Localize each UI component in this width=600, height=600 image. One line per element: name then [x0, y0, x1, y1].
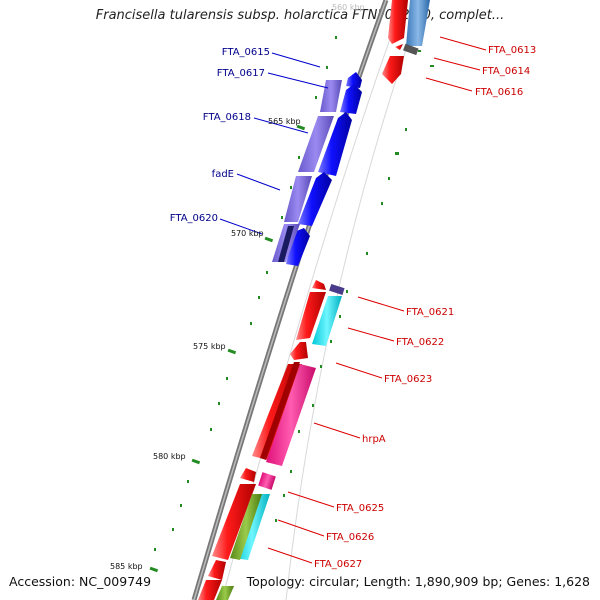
label-fta-0615: FTA_0615 [222, 47, 270, 58]
gene-fta-0620[interactable] [286, 228, 310, 266]
gene-fta-0614[interactable] [403, 43, 419, 56]
gene-labels-minus: FTA_0615 FTA_0617 FTA_0618 fadE FTA_0620 [170, 47, 270, 224]
tick-dots-right [275, 50, 434, 522]
label-fade: fadE [212, 169, 234, 180]
label-fta-0623: FTA_0623 [384, 374, 432, 385]
tick-label-570: 570 kbp [231, 229, 264, 238]
gene-bottom-olive[interactable] [216, 586, 234, 600]
tick-label-580: 580 kbp [153, 452, 186, 461]
label-fta-0627: FTA_0627 [314, 559, 362, 570]
label-hrpa: hrpA [362, 434, 386, 445]
gene-fta-0618-strip[interactable] [298, 116, 334, 172]
tick-labels: 560 kbp 565 kbp 570 kbp 575 kbp 580 kbp … [110, 3, 365, 571]
label-fta-0616: FTA_0616 [475, 87, 523, 98]
tick-label-560: 560 kbp [332, 3, 365, 12]
gene-fta-0626[interactable] [212, 484, 256, 560]
gene-fta-0623[interactable] [290, 342, 308, 360]
gene-fade[interactable] [298, 172, 332, 226]
gene-hrpA-dark[interactable] [260, 362, 300, 460]
label-fta-0613: FTA_0613 [488, 45, 536, 56]
gene-fta-0622-strip[interactable] [312, 296, 342, 346]
label-fta-0625: FTA_0625 [336, 503, 384, 514]
label-fta-0621: FTA_0621 [406, 307, 454, 318]
gene-fta-0627[interactable] [208, 560, 226, 580]
label-fta-0622: FTA_0622 [396, 337, 444, 348]
gene-fta-0617[interactable] [340, 84, 362, 114]
label-fta-0617: FTA_0617 [217, 68, 265, 79]
gene-fta-0613-strip[interactable] [406, 0, 430, 46]
topology-label: Topology: circular; Length: 1,890,909 bp… [246, 574, 590, 589]
gene-bottom-1[interactable] [198, 580, 222, 600]
gene-fta-0621-strip[interactable] [329, 283, 345, 295]
gene-fta-0622[interactable] [296, 292, 326, 340]
gene-fta-0621[interactable] [312, 280, 326, 290]
gene-hrpA-strip[interactable] [266, 364, 316, 466]
leader-lines-plus [267, 36, 487, 564]
tick-label-585: 585 kbp [110, 562, 143, 571]
gene-fta-0618[interactable] [318, 112, 352, 176]
label-fta-0618: FTA_0618 [203, 112, 251, 123]
gene-labels-plus: FTA_0613 FTA_0614 FTA_0616 FTA_0621 FTA_… [314, 45, 536, 570]
gene-fta-0625-strip[interactable] [258, 472, 276, 490]
gene-fta-0615[interactable] [346, 72, 362, 88]
tick-label-565: 565 kbp [268, 117, 301, 126]
label-fta-0614: FTA_0614 [482, 66, 530, 77]
major-ticks [149, 124, 306, 573]
leader-lines-minus [219, 52, 329, 235]
label-fta-0620: FTA_0620 [170, 213, 218, 224]
accession-label: Accession: NC_009749 [9, 574, 152, 589]
gene-small-upper[interactable] [395, 44, 403, 50]
label-fta-0626: FTA_0626 [326, 532, 374, 543]
gene-fta-0625[interactable] [240, 468, 256, 482]
tick-label-575: 575 kbp [193, 342, 226, 351]
tick-dots-left [154, 36, 337, 551]
gene-fta-0626-olive[interactable] [230, 494, 262, 560]
gene-fta-0620-dark[interactable] [278, 226, 294, 262]
gene-fta-0613[interactable] [388, 0, 408, 44]
inner-guide-curve [285, 0, 424, 600]
gene-fta-0616[interactable] [382, 56, 404, 84]
gene-fta-0617-strip[interactable] [320, 80, 342, 112]
gene-fade-strip[interactable] [284, 176, 312, 222]
genome-backbone-highlight [193, 0, 387, 600]
